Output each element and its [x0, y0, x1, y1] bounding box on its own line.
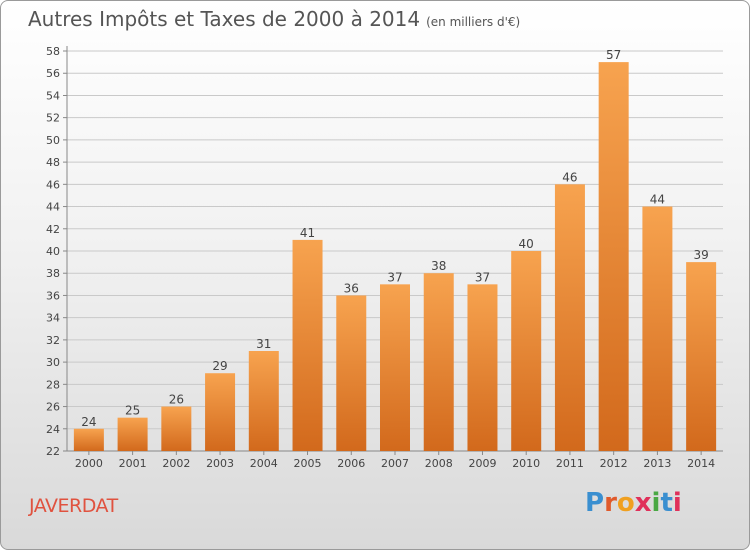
- y-tick-label: 50: [46, 134, 60, 147]
- data-label: 26: [169, 393, 184, 407]
- y-tick-label: 26: [46, 401, 60, 414]
- data-label: 38: [431, 259, 446, 273]
- x-tick-label: 2001: [119, 457, 147, 470]
- x-tick-label: 2005: [294, 457, 322, 470]
- x-tick-label: 2011: [556, 457, 584, 470]
- bar: [336, 295, 367, 451]
- logo-letter: i: [651, 488, 661, 518]
- bar: [686, 262, 717, 451]
- x-tick-label: 2013: [643, 457, 671, 470]
- city-name: JAVERDAT: [29, 495, 118, 517]
- y-tick-label: 38: [46, 267, 60, 280]
- x-tick-label: 2014: [687, 457, 715, 470]
- data-label: 25: [125, 404, 140, 418]
- bar: [73, 428, 104, 451]
- bar: [161, 406, 192, 451]
- data-label: 39: [693, 248, 708, 262]
- bar: [511, 251, 542, 451]
- x-tick-label: 2009: [468, 457, 496, 470]
- data-label: 46: [562, 170, 577, 184]
- logo-letter: x: [634, 488, 652, 518]
- y-tick-label: 28: [46, 378, 60, 391]
- data-label: 31: [256, 337, 271, 351]
- data-label: 41: [300, 226, 315, 240]
- y-tick-label: 56: [46, 67, 60, 80]
- y-tick-label: 30: [46, 356, 60, 369]
- x-tick-label: 2007: [381, 457, 409, 470]
- logo-letter: i: [672, 488, 682, 518]
- x-tick-label: 2003: [206, 457, 234, 470]
- data-label: 44: [650, 193, 665, 207]
- y-tick-label: 32: [46, 334, 60, 347]
- bar: [554, 184, 585, 452]
- x-tick-label: 2002: [162, 457, 190, 470]
- x-tick-label: 2000: [75, 457, 103, 470]
- data-label: 29: [212, 359, 227, 373]
- title-text: Autres Impôts et Taxes de 2000 à 2014: [28, 7, 421, 31]
- x-tick-label: 2012: [600, 457, 628, 470]
- y-tick-label: 58: [46, 45, 60, 58]
- x-tick-label: 2006: [337, 457, 365, 470]
- chart-title: Autres Impôts et Taxes de 2000 à 2014 (en…: [28, 7, 520, 31]
- proxiti-logo[interactable]: Proxiti: [585, 488, 682, 518]
- logo-letter: r: [604, 488, 617, 518]
- logo-letter: t: [660, 488, 673, 518]
- data-label: 37: [475, 270, 490, 284]
- y-tick-label: 34: [46, 312, 60, 325]
- bar: [117, 417, 148, 451]
- bar: [598, 62, 629, 451]
- bar: [292, 239, 323, 451]
- logo-letter: P: [585, 488, 605, 518]
- logo-letter: o: [616, 488, 635, 518]
- data-label: 57: [606, 48, 621, 62]
- y-tick-label: 24: [46, 423, 60, 436]
- y-tick-label: 46: [46, 178, 60, 191]
- y-tick-label: 48: [46, 156, 60, 169]
- bar: [642, 206, 673, 451]
- y-tick-label: 36: [46, 289, 60, 302]
- data-label: 36: [344, 281, 359, 295]
- bar: [423, 273, 454, 451]
- bar: [467, 284, 498, 451]
- bar: [380, 284, 410, 451]
- data-label: 40: [519, 237, 534, 251]
- y-tick-label: 52: [46, 112, 60, 125]
- x-tick-label: 2008: [425, 457, 453, 470]
- y-tick-label: 44: [46, 201, 60, 214]
- data-label: 37: [387, 270, 402, 284]
- x-tick-label: 2010: [512, 457, 540, 470]
- y-tick-label: 40: [46, 245, 60, 258]
- y-tick-label: 22: [46, 445, 60, 458]
- y-tick-label: 42: [46, 223, 60, 236]
- data-label: 24: [81, 415, 96, 429]
- y-tick-label: 54: [46, 89, 60, 102]
- x-tick-label: 2004: [250, 457, 278, 470]
- bar: [205, 373, 236, 451]
- bar: [248, 351, 279, 451]
- title-unit: (en milliers d'€): [426, 15, 521, 29]
